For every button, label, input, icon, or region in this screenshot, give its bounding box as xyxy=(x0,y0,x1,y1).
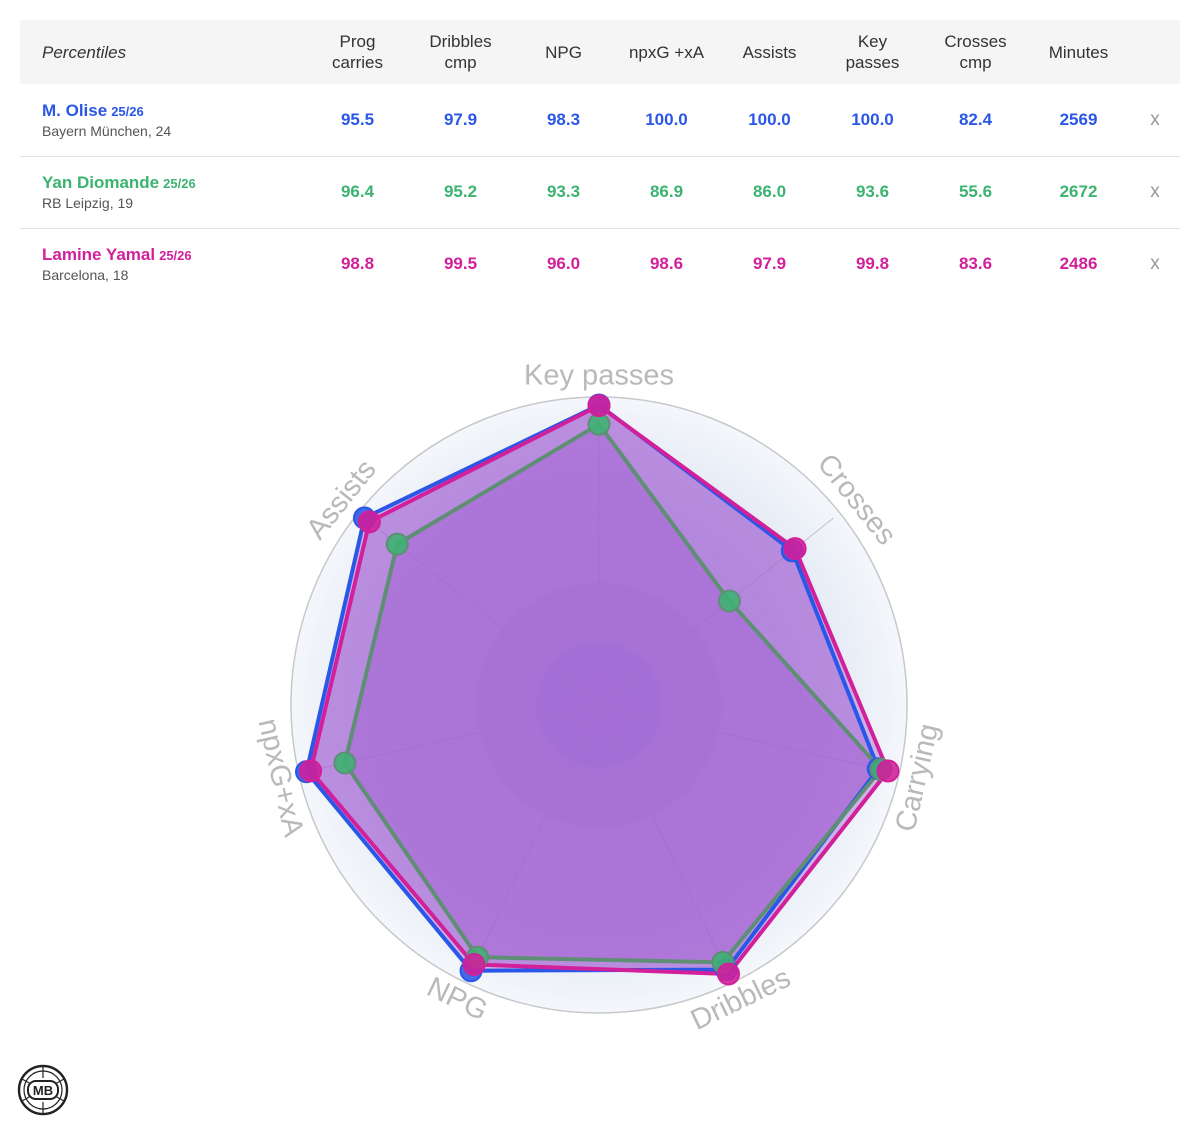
stat-cell: 97.9 xyxy=(752,254,787,274)
player-name[interactable]: Lamine Yamal xyxy=(42,245,156,265)
stat-cell: 100.0 xyxy=(645,109,688,129)
player-club: Barcelona, 18 xyxy=(42,267,129,284)
stat-cell: 93.6 xyxy=(855,182,890,201)
stat-cell: 100.0 xyxy=(851,109,894,129)
stat-cell: 98.8 xyxy=(340,254,375,274)
stat-cell: 99.8 xyxy=(855,254,890,274)
table-row: Yan Diomande 25/26 RB Leipzig, 19 96.4 95… xyxy=(20,156,1180,228)
column-header[interactable]: Crosses cmp xyxy=(944,32,1007,72)
player-name[interactable]: Yan Diomande xyxy=(42,173,160,192)
player-cell: M. Olise 25/26 Bayern München, 24 xyxy=(20,84,306,156)
stat-cell: 83.6 xyxy=(958,254,993,274)
stat-cell: 2672 xyxy=(1059,182,1098,201)
remove-column-header xyxy=(1130,20,1180,84)
stat-cell: 95.2 xyxy=(443,182,478,201)
radar-point[interactable] xyxy=(587,394,611,418)
column-header[interactable]: Key passes xyxy=(845,32,900,72)
radar-point[interactable] xyxy=(357,510,381,534)
stat-cell: 82.4 xyxy=(958,109,993,129)
stat-cell: 99.5 xyxy=(443,254,478,274)
radar-point[interactable] xyxy=(462,952,486,976)
column-header[interactable]: Prog carries xyxy=(331,32,383,72)
remove-player-button[interactable]: x xyxy=(1150,253,1160,275)
radar-series xyxy=(295,393,900,986)
svg-text:MB: MB xyxy=(33,1083,53,1098)
radar-spoke xyxy=(598,704,730,976)
stat-cell: 86.0 xyxy=(752,182,787,201)
player-club: Bayern München, 24 xyxy=(42,122,172,139)
radar-point[interactable] xyxy=(717,589,741,613)
percentiles-table: Percentiles Prog carries Dribbles cmp NPG … xyxy=(20,20,1180,300)
player-season: 25/26 xyxy=(163,176,196,191)
stat-cell: 100.0 xyxy=(748,109,791,129)
table-row: Lamine Yamal 25/26 Barcelona, 18 98.8 99.… xyxy=(20,228,1180,300)
column-header[interactable]: Dribbles cmp xyxy=(429,32,492,72)
player-season: 25/26 xyxy=(159,248,192,264)
stat-cell: 97.9 xyxy=(443,109,478,129)
remove-player-button[interactable]: x xyxy=(1150,181,1160,202)
mb-logo: MB xyxy=(17,1064,69,1116)
player-cell: Lamine Yamal 25/26 Barcelona, 18 xyxy=(20,228,306,300)
radar-axis-label: Key passes xyxy=(524,360,674,392)
player-club: RB Leipzig, 19 xyxy=(42,195,134,211)
radar-point[interactable] xyxy=(385,532,409,556)
stat-cell: 55.6 xyxy=(958,182,993,201)
stat-cell: 2569 xyxy=(1059,109,1098,129)
remove-player-button[interactable]: x xyxy=(1150,108,1160,130)
column-header[interactable]: Minutes xyxy=(1048,42,1109,62)
player-season: 25/26 xyxy=(111,103,144,119)
player-cell: Yan Diomande 25/26 RB Leipzig, 19 xyxy=(20,156,306,228)
radar-point[interactable] xyxy=(333,751,357,775)
table-row: M. Olise 25/26 Bayern München, 24 95.5 97… xyxy=(20,84,1180,156)
radar-point[interactable] xyxy=(876,759,900,783)
radar-series-fill xyxy=(306,405,879,971)
stat-cell: 96.0 xyxy=(546,254,581,274)
stat-cell: 2486 xyxy=(1059,254,1098,274)
radar-chart: Key passesCrossesCarryingDribblesNPGnpxG… xyxy=(252,360,946,1037)
radar-series-fill xyxy=(344,424,881,963)
percentiles-header-label: Percentiles xyxy=(42,42,127,62)
radar-point[interactable] xyxy=(717,962,741,986)
percentiles-table-container: Percentiles Prog carries Dribbles cmp NPG … xyxy=(20,20,1180,300)
column-header[interactable]: npxG +xA xyxy=(628,42,705,62)
stat-cell: 98.6 xyxy=(649,254,684,274)
stat-cell: 86.9 xyxy=(649,182,684,201)
column-header[interactable]: NPG xyxy=(545,42,582,62)
stat-cell: 95.5 xyxy=(340,109,375,129)
stat-cell: 96.4 xyxy=(340,182,375,201)
table-header-row: Percentiles Prog carries Dribbles cmp NPG … xyxy=(20,20,1180,84)
radar-point[interactable] xyxy=(783,537,807,561)
column-header[interactable]: Assists xyxy=(742,42,797,62)
radar-spoke xyxy=(468,704,600,976)
player-name[interactable]: M. Olise xyxy=(42,100,108,120)
radar-series-line xyxy=(342,422,883,965)
stat-cell: 93.3 xyxy=(546,182,581,201)
radar-series-line xyxy=(308,403,890,976)
radar-point[interactable] xyxy=(299,759,323,783)
radar-spoke xyxy=(598,704,892,773)
radar-series-fill xyxy=(310,405,888,974)
stat-cell: 98.3 xyxy=(546,109,581,129)
